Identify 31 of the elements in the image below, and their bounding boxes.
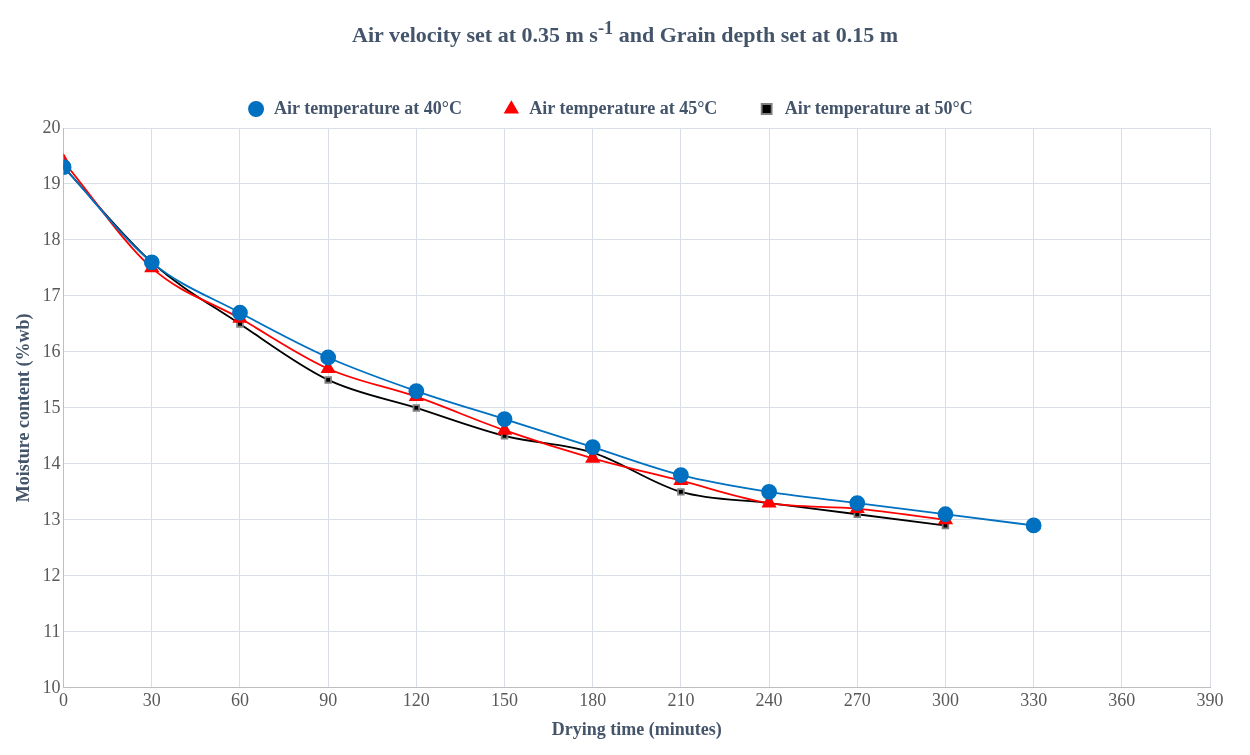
x-tick-label: 240 [755, 690, 783, 711]
y-tick-label: 16 [42, 340, 61, 361]
x-tick-label: 390 [1196, 690, 1224, 711]
y-tick-label: 12 [42, 564, 61, 585]
x-axis-title: Drying time (minutes) [551, 718, 722, 740]
x-tick-label: 60 [230, 690, 249, 711]
x-tick-label: 210 [667, 690, 695, 711]
legend-label: Air temperature at 50°C [784, 97, 973, 118]
x-tick-label: 330 [1020, 690, 1048, 711]
x-tick-label: 360 [1108, 690, 1136, 711]
x-tick-label: 270 [843, 690, 871, 711]
x-tick-label: 30 [142, 690, 161, 711]
y-tick-label: 13 [42, 508, 61, 529]
y-tick-label: 11 [43, 620, 61, 641]
x-tick-label: 0 [59, 690, 69, 711]
y-tick-label: 17 [42, 284, 61, 305]
y-tick-label: 15 [42, 396, 61, 417]
legend-label: Air temperature at 40°C [274, 97, 463, 118]
y-tick-label: 14 [42, 452, 61, 473]
x-tick-label: 180 [579, 690, 607, 711]
y-axis-title: Moisture content (%wb) [13, 313, 35, 503]
x-tick-label: 90 [319, 690, 338, 711]
y-tick-label: 18 [42, 228, 61, 249]
y-tick-label: 19 [42, 172, 61, 193]
y-tick-label: 10 [42, 676, 61, 697]
x-tick-label: 120 [402, 690, 430, 711]
y-tick-label: 20 [42, 116, 61, 137]
x-tick-label: 300 [931, 690, 959, 711]
chart-title: Air velocity set at 0.35 m s$^{-1}$ and Grain depth set at 0.15 m [351, 18, 899, 49]
x-tick-label: 150 [491, 690, 519, 711]
legend-label: Air temperature at 45°C [529, 97, 718, 118]
